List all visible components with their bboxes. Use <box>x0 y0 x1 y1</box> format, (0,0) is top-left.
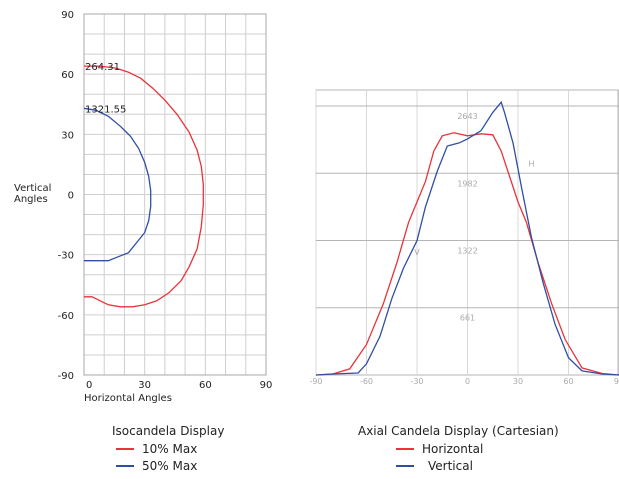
isocandela-caption: Isocandela Display <box>112 424 225 438</box>
x-tick-label: 90 <box>260 380 273 391</box>
x-tick-label: -60 <box>360 377 373 386</box>
legend-label: Vertical <box>428 459 473 473</box>
axial-caption: Axial Candela Display (Cartesian) <box>358 424 559 438</box>
legend-label: 10% Max <box>142 442 198 456</box>
x-tick-label: 90 <box>614 377 619 386</box>
legend-swatch-blue <box>116 465 134 467</box>
x-tick-label: 0 <box>465 377 470 386</box>
legend-label: 50% Max <box>142 459 198 473</box>
y-tick-label: 661 <box>460 314 475 323</box>
legend-item-horizontal: Horizontal <box>396 442 483 456</box>
legend-swatch-blue <box>396 465 414 467</box>
axial-series-line <box>315 100 619 376</box>
x-tick-label: -90 <box>309 377 322 386</box>
legend-item-10-max: 10% Max <box>116 442 197 456</box>
legend-label: Horizontal <box>422 442 484 456</box>
x-tick-label: 60 <box>563 377 573 386</box>
legend-item-50-max: 50% Max <box>116 459 197 473</box>
contour-value-label: 1321.55 <box>85 104 126 115</box>
x-tick-label: 0 <box>86 380 92 391</box>
y-tick-label: 1982 <box>457 179 477 188</box>
plot-frame <box>83 13 267 376</box>
y-tick-label: 30 <box>61 130 74 141</box>
series-marker-h: H <box>528 159 534 168</box>
y-tick-label: 60 <box>61 70 74 81</box>
contour-value-label: 264.31 <box>85 62 120 73</box>
legend-swatch-red <box>116 448 134 450</box>
legend-item-vertical: Vertical <box>396 459 473 473</box>
y-tick-label: -90 <box>58 371 74 382</box>
x-tick-label: 30 <box>513 377 523 386</box>
y-tick-label: 0 <box>68 191 74 202</box>
series-marker-v: V <box>414 248 420 257</box>
y-tick-label: 2643 <box>457 112 477 121</box>
y-tick-label: -30 <box>58 251 74 262</box>
isocandela-series-line <box>83 107 152 262</box>
legend-swatch-red <box>396 448 414 450</box>
axial-series-line <box>315 132 619 376</box>
isocandela-series-line <box>84 65 204 308</box>
x-tick-label: 60 <box>199 380 212 391</box>
y-tick-label: 1322 <box>457 246 477 255</box>
x-axis-title: Horizontal Angles <box>84 393 172 404</box>
y-axis-title: Vertical Angles <box>14 183 51 205</box>
y-tick-label: 90 <box>61 10 74 21</box>
x-tick-label: -30 <box>410 377 423 386</box>
x-tick-label: 30 <box>138 380 151 391</box>
y-tick-label: -60 <box>58 311 74 322</box>
